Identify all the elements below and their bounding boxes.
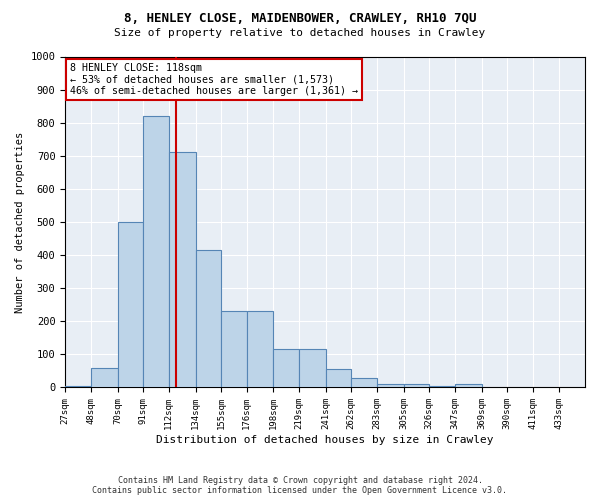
Y-axis label: Number of detached properties: Number of detached properties [15, 132, 25, 312]
X-axis label: Distribution of detached houses by size in Crawley: Distribution of detached houses by size … [157, 435, 494, 445]
Bar [91, 368, 118, 388]
Bar [221, 312, 247, 388]
Text: 8 HENLEY CLOSE: 118sqm
← 53% of detached houses are smaller (1,573)
46% of semi-: 8 HENLEY CLOSE: 118sqm ← 53% of detached… [70, 63, 358, 96]
Text: Size of property relative to detached houses in Crawley: Size of property relative to detached ho… [115, 28, 485, 38]
Bar [196, 250, 221, 388]
Bar [274, 350, 299, 388]
Bar [429, 386, 455, 388]
Text: Contains HM Land Registry data © Crown copyright and database right 2024.
Contai: Contains HM Land Registry data © Crown c… [92, 476, 508, 495]
Bar [455, 384, 482, 388]
Text: 8, HENLEY CLOSE, MAIDENBOWER, CRAWLEY, RH10 7QU: 8, HENLEY CLOSE, MAIDENBOWER, CRAWLEY, R… [124, 12, 476, 26]
Bar [299, 350, 326, 388]
Bar [169, 152, 196, 388]
Bar [118, 222, 143, 388]
Bar [143, 116, 169, 388]
Bar [65, 386, 91, 388]
Bar [377, 384, 404, 388]
Bar [247, 312, 274, 388]
Bar [326, 370, 352, 388]
Bar [404, 384, 429, 388]
Bar [352, 378, 377, 388]
